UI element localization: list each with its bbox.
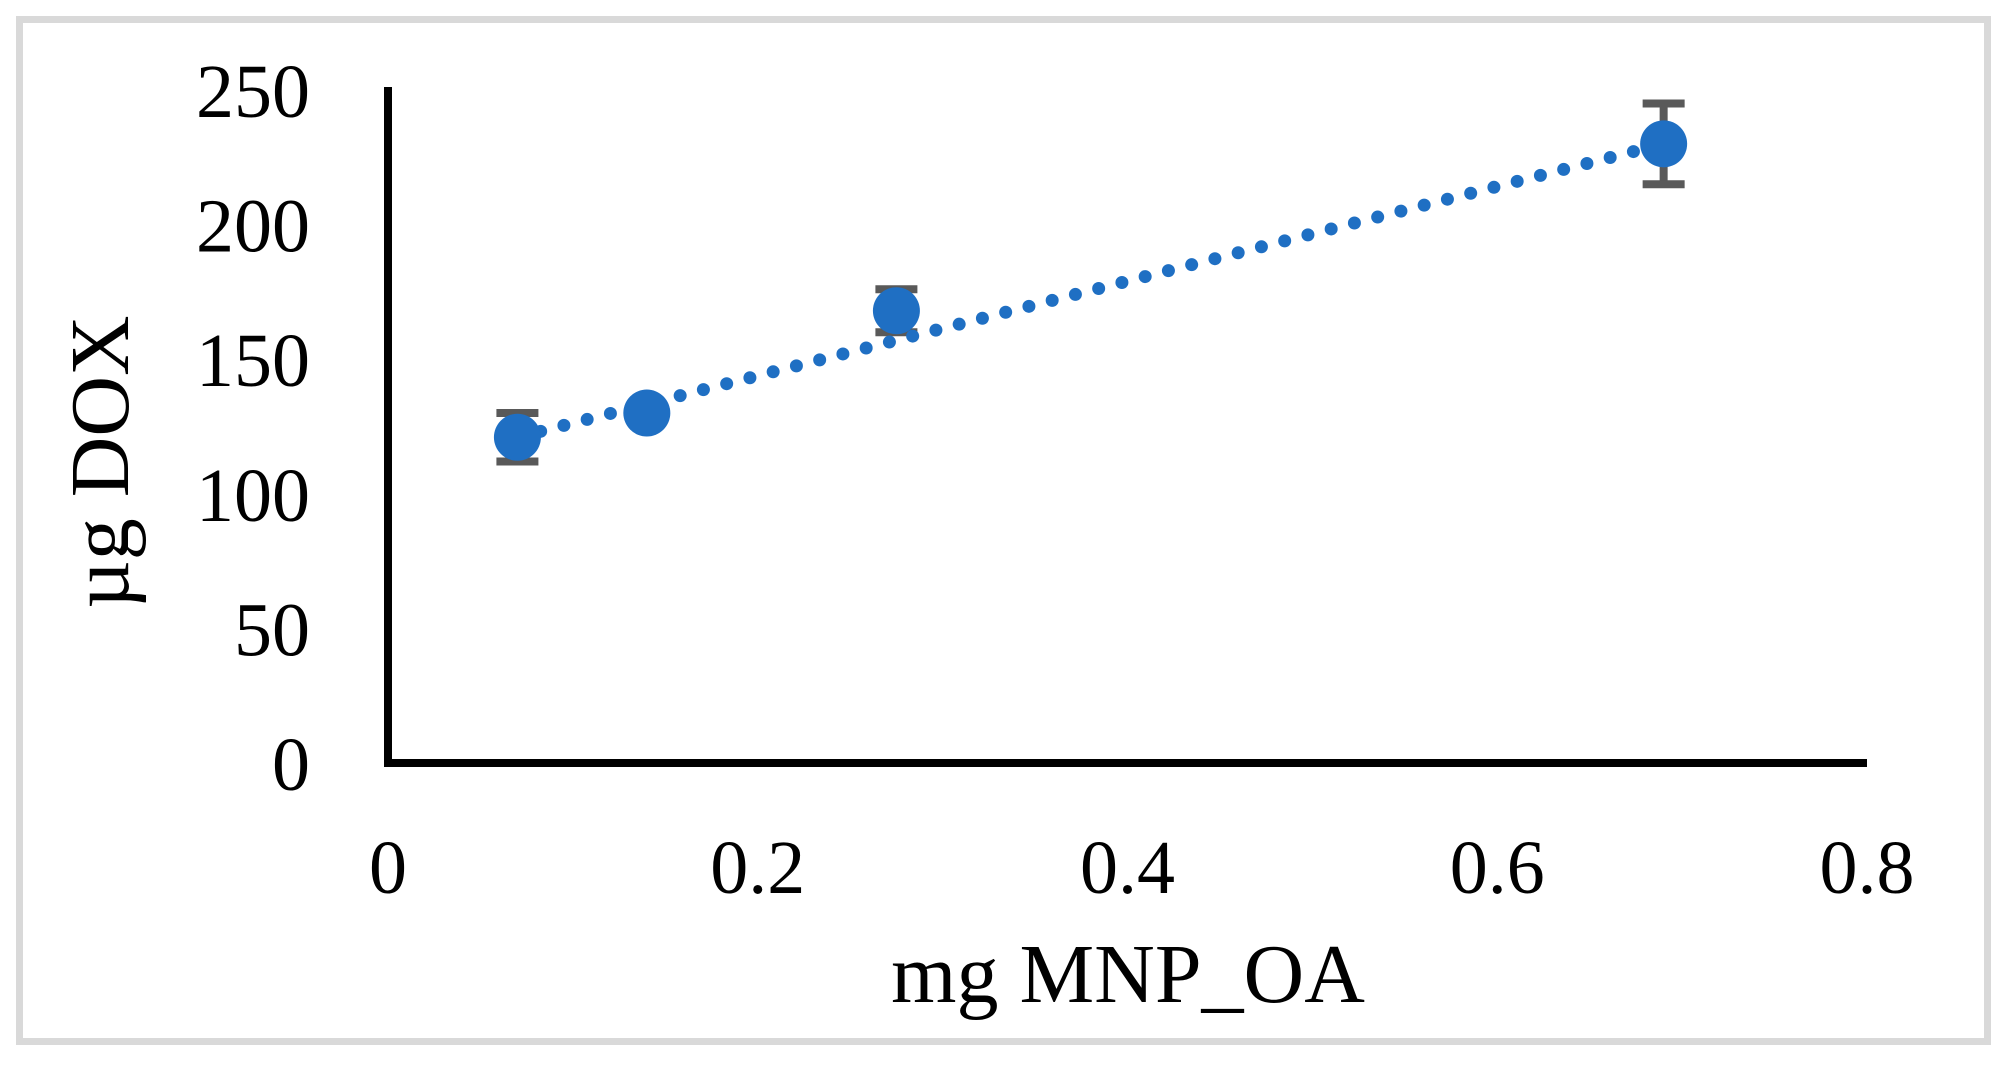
trendline-dot bbox=[1068, 287, 1082, 301]
trendline-dot bbox=[1626, 145, 1640, 159]
trendline-dot bbox=[1533, 168, 1547, 182]
axis-lines bbox=[384, 87, 1867, 767]
trendline-dot bbox=[1208, 252, 1222, 266]
trendline-dot bbox=[1301, 228, 1315, 242]
error-bars-layer bbox=[496, 99, 1685, 466]
y-tick-label: 50 bbox=[234, 588, 310, 672]
trendline-dot bbox=[836, 347, 850, 361]
trendline-dot bbox=[859, 341, 873, 355]
trendline-dot bbox=[1440, 192, 1454, 206]
trendline-dot bbox=[789, 359, 803, 373]
trendline-dot bbox=[882, 335, 896, 349]
trendline-dot bbox=[1394, 204, 1408, 218]
trendline-dot bbox=[1347, 216, 1361, 230]
trendline-dot bbox=[766, 365, 780, 379]
axes-layer bbox=[384, 87, 1867, 767]
x-tick-label: 0.2 bbox=[710, 826, 805, 910]
trendline-dot bbox=[673, 389, 687, 403]
trendline-dot bbox=[1115, 276, 1129, 290]
trendline-dot bbox=[1254, 240, 1268, 254]
trendline-dot bbox=[1231, 246, 1245, 260]
data-point-marker bbox=[872, 287, 920, 335]
y-tick-label: 0 bbox=[272, 723, 310, 807]
trendline-dot bbox=[1022, 299, 1036, 313]
x-tick-label: 0.4 bbox=[1080, 826, 1175, 910]
trendline-dot bbox=[1371, 210, 1385, 224]
trendline-dot bbox=[1557, 162, 1571, 176]
data-point-marker bbox=[1640, 120, 1688, 168]
data-point-marker bbox=[623, 389, 671, 437]
trendline-dot bbox=[580, 412, 594, 426]
trendline-dot bbox=[813, 353, 827, 367]
tick-labels-layer: 0 50 100 150 200 250 0 0.2 0.4 0.6 0.8 bbox=[196, 50, 1915, 910]
trendline-dot bbox=[557, 418, 571, 432]
trendline-dot bbox=[1580, 156, 1594, 170]
y-tick-label: 100 bbox=[196, 454, 310, 538]
trendline-dot bbox=[1510, 174, 1524, 188]
trendline-dot bbox=[743, 371, 757, 385]
trendline-dot bbox=[1487, 180, 1501, 194]
x-axis-title: mg MNP_OA bbox=[891, 928, 1365, 1021]
trendline-dot bbox=[906, 329, 920, 343]
trendline-dot bbox=[1161, 264, 1175, 278]
data-point-marker bbox=[493, 413, 541, 461]
trendline-dotted bbox=[510, 139, 1664, 444]
x-tick-label: 0 bbox=[369, 826, 407, 910]
trendline-dot bbox=[720, 377, 734, 391]
x-tick-label: 0.6 bbox=[1450, 826, 1545, 910]
trendline-dot bbox=[975, 311, 989, 325]
trendline-dot bbox=[999, 305, 1013, 319]
trendline-dot bbox=[1185, 258, 1199, 272]
y-tick-label: 250 bbox=[196, 50, 310, 134]
trendline-dot bbox=[1603, 151, 1617, 165]
trendline-dot bbox=[1138, 270, 1152, 284]
trendline-dot bbox=[1278, 234, 1292, 248]
y-tick-label: 150 bbox=[196, 319, 310, 403]
y-axis-title: µg DOX bbox=[54, 315, 147, 608]
trendline-dot bbox=[1092, 281, 1106, 295]
x-tick-label: 0.8 bbox=[1820, 826, 1915, 910]
trendline-dot bbox=[1324, 222, 1338, 236]
data-points-layer bbox=[493, 120, 1688, 461]
trendline-dot bbox=[929, 323, 943, 337]
trendline-dot bbox=[1464, 186, 1478, 200]
trendline-dot bbox=[603, 406, 617, 420]
trendline-dot bbox=[1417, 198, 1431, 212]
trendline-dot bbox=[696, 383, 710, 397]
trendline-dot bbox=[1045, 293, 1059, 307]
trendline-dot bbox=[952, 317, 966, 331]
y-tick-label: 200 bbox=[196, 185, 310, 269]
